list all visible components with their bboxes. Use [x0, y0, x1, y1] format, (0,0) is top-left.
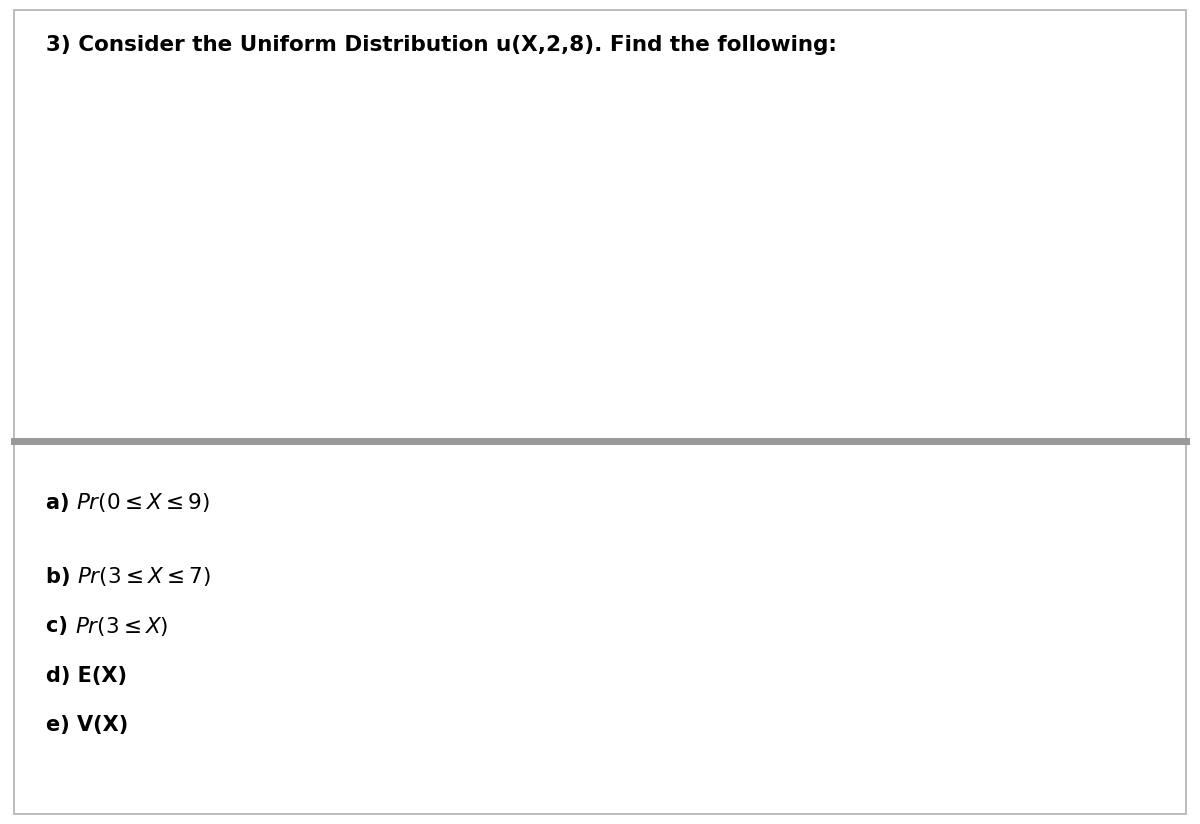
- Text: $\mathit{Pr}(3 \leq X \leq 7)$: $\mathit{Pr}(3 \leq X \leq 7)$: [77, 565, 211, 588]
- Text: e) V(X): e) V(X): [46, 715, 128, 735]
- FancyBboxPatch shape: [14, 10, 1186, 814]
- Text: c): c): [46, 616, 74, 636]
- Text: $\mathit{Pr}(3 \leq X)$: $\mathit{Pr}(3 \leq X)$: [74, 615, 168, 638]
- Text: 3) Consider the Uniform Distribution u(X,2,8). Find the following:: 3) Consider the Uniform Distribution u(X…: [46, 35, 836, 54]
- Text: b): b): [46, 567, 77, 587]
- Text: d) E(X): d) E(X): [46, 666, 127, 686]
- Text: $\mathit{Pr}(0 \leq X \leq 9)$: $\mathit{Pr}(0 \leq X \leq 9)$: [77, 491, 210, 514]
- Text: a): a): [46, 493, 77, 513]
